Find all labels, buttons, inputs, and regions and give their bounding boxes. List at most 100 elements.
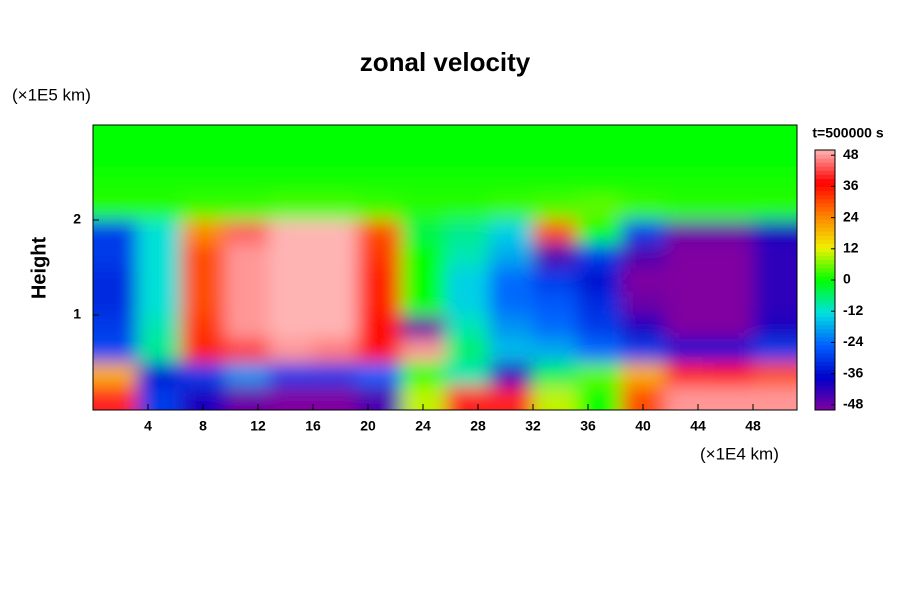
- field-cell: [357, 148, 402, 173]
- field-cell: [753, 338, 797, 363]
- field-cell: [93, 172, 138, 197]
- field-cell: [489, 196, 534, 221]
- colorbar-step: [815, 178, 835, 183]
- field-cell: [401, 125, 446, 150]
- field-cell: [621, 220, 666, 245]
- field-cell: [137, 148, 182, 173]
- colorbar-step: [815, 239, 835, 244]
- field-cell: [445, 267, 490, 292]
- field-cell: [357, 196, 402, 221]
- field-cell: [489, 291, 534, 316]
- colorbar-step: [815, 251, 835, 257]
- field-cell: [357, 172, 402, 197]
- field-cell: [533, 338, 578, 363]
- field-cell: [533, 243, 578, 268]
- colorbar-step: [815, 271, 835, 277]
- colorbar-step: [815, 255, 835, 261]
- field-cell: [269, 338, 314, 363]
- field-cell: [357, 338, 402, 363]
- x-tick-label: 8: [199, 418, 207, 434]
- field-cell: [445, 172, 490, 197]
- field-cell: [489, 172, 534, 197]
- colorbar-step: [815, 336, 835, 342]
- colorbar-step: [815, 393, 835, 399]
- field-cell: [93, 220, 138, 245]
- field-cell: [181, 315, 226, 340]
- x-tick-label: 20: [360, 418, 376, 434]
- field-cell: [577, 196, 622, 221]
- field-cell: [753, 315, 797, 340]
- colorbar-step: [815, 320, 835, 326]
- colorbar-step: [815, 340, 835, 346]
- colorbar-step: [815, 369, 835, 374]
- field-cell: [93, 315, 138, 340]
- colorbar-step: [815, 381, 835, 387]
- field-cell: [137, 196, 182, 221]
- field-cell: [621, 291, 666, 316]
- field-cell: [181, 196, 226, 221]
- field-cell: [577, 220, 622, 245]
- field-cell: [621, 172, 666, 197]
- field-cell: [621, 362, 666, 387]
- field-cell: [577, 148, 622, 173]
- field-cell: [709, 386, 754, 410]
- field-cell: [709, 338, 754, 363]
- field-cell: [489, 386, 534, 410]
- chart-title: zonal velocity: [360, 47, 531, 77]
- field-cell: [225, 362, 270, 387]
- field-cell: [401, 196, 446, 221]
- field-cell: [181, 243, 226, 268]
- field-cell: [621, 338, 666, 363]
- field-cell: [577, 338, 622, 363]
- field-cell: [753, 291, 797, 316]
- field-cell: [225, 243, 270, 268]
- colorbar-step: [815, 328, 835, 334]
- field-cell: [533, 267, 578, 292]
- field-cell: [137, 338, 182, 363]
- field-cell: [225, 315, 270, 340]
- colorbar-step: [815, 324, 835, 330]
- field-cell: [401, 148, 446, 173]
- field-cell: [753, 125, 797, 150]
- field-cell: [709, 196, 754, 221]
- field-cell: [313, 172, 358, 197]
- field-cell: [445, 125, 490, 150]
- field-cell: [269, 196, 314, 221]
- colorbar-step: [815, 300, 835, 305]
- colorbar-step: [815, 312, 835, 318]
- field-cell: [137, 243, 182, 268]
- field-cell: [93, 148, 138, 173]
- field-cell: [401, 220, 446, 245]
- field-cell: [357, 267, 402, 292]
- colorbar-step: [815, 150, 835, 155]
- field-cell: [181, 125, 226, 150]
- colorbar-tick-label: 0: [843, 271, 851, 287]
- field-cell: [137, 315, 182, 340]
- field-cell: [401, 362, 446, 387]
- colorbar-tick-label: -12: [843, 302, 863, 318]
- field-cell: [225, 196, 270, 221]
- field-cell: [577, 362, 622, 387]
- field-cell: [313, 362, 358, 387]
- colorbar-step: [815, 316, 835, 322]
- field-cell: [709, 243, 754, 268]
- colorbar-step: [815, 365, 835, 370]
- field-cell: [181, 291, 226, 316]
- x-tick-label: 12: [250, 418, 266, 434]
- field-cell: [709, 267, 754, 292]
- field-cell: [137, 125, 182, 150]
- field-cell: [93, 243, 138, 268]
- field-cell: [313, 196, 358, 221]
- field-cell: [93, 267, 138, 292]
- colorbar-step: [815, 332, 835, 338]
- field-cell: [357, 315, 402, 340]
- colorbar-step: [815, 162, 835, 167]
- field-cell: [181, 172, 226, 197]
- colorbar-step: [815, 186, 835, 192]
- field-cell: [93, 386, 138, 410]
- field-cell: [577, 243, 622, 268]
- field-cell: [269, 267, 314, 292]
- colorbar-tick-label: -36: [843, 364, 863, 380]
- colorbar-tick-label: 24: [843, 208, 859, 224]
